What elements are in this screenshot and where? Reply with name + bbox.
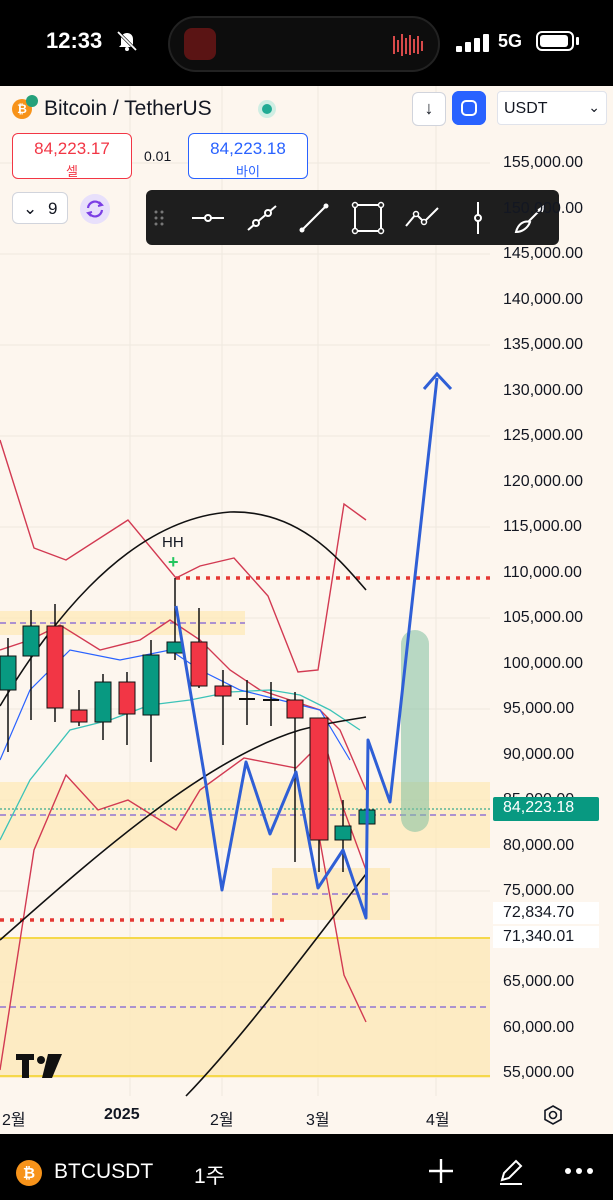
time-tick: 2월 [2, 1112, 26, 1129]
bell-muted-icon [116, 30, 138, 52]
grid-lines [0, 86, 490, 1096]
app-icon [184, 28, 216, 60]
sell-label: 셀 [66, 164, 78, 179]
ma-black [0, 511, 367, 1097]
sell-button[interactable]: 84,223.17 셀 [12, 133, 132, 179]
level-tag: 72,834.70 [493, 902, 599, 924]
lower-zone [0, 938, 490, 1078]
bitcoin-icon: ₿ [12, 95, 38, 119]
price-tick: 115,000.00 [503, 518, 582, 535]
ray-icon[interactable] [244, 200, 280, 236]
sync-button[interactable] [452, 91, 486, 125]
symbol-title[interactable]: Bitcoin / TetherUS [44, 97, 212, 120]
time-tick: 2025 [104, 1106, 140, 1123]
vertical-line-icon[interactable] [460, 200, 496, 236]
time-tick: 4월 [426, 1112, 450, 1129]
price-tick: 150,000.00 [503, 200, 584, 217]
price-tick: 135,000.00 [503, 336, 584, 353]
status-bar: 12:33 5G [0, 0, 613, 86]
audio-wave-icon [393, 34, 423, 56]
indicators-toggle[interactable]: ⌄ 9 [12, 192, 68, 224]
currency-value: USDT [504, 100, 548, 117]
price-tick: 145,000.00 [503, 245, 584, 262]
bitcoin-icon: ₿ [16, 1160, 42, 1186]
clock: 12:33 [46, 28, 103, 53]
price-tick: 60,000.00 [503, 1019, 575, 1036]
price-tick: 90,000.00 [503, 746, 575, 763]
price-tick: 65,000.00 [503, 973, 575, 990]
projection-arrowhead [422, 371, 453, 391]
currency-select[interactable]: USDT ⌄ [497, 91, 607, 125]
buy-price: 84,223.18 [210, 139, 286, 158]
price-tick: 140,000.00 [503, 291, 584, 308]
price-tick: 55,000.00 [503, 1064, 575, 1081]
target-box [401, 630, 429, 832]
price-tick: 130,000.00 [503, 382, 584, 399]
sell-price: 84,223.17 [34, 139, 110, 158]
small-zone [272, 868, 390, 920]
buy-button[interactable]: 84,223.18 바이 [188, 133, 308, 179]
dynamic-island[interactable] [168, 16, 440, 72]
refresh-icon[interactable] [80, 194, 110, 224]
rectangle-icon[interactable] [350, 200, 386, 236]
price-tick: 100,000.00 [503, 655, 584, 672]
gear-icon[interactable] [542, 1104, 564, 1126]
candles [0, 578, 376, 872]
time-tick: 3월 [306, 1112, 330, 1129]
chart-area[interactable]: HH + [0, 86, 613, 1134]
battery-icon [536, 31, 574, 51]
ma-cyan [0, 689, 361, 841]
path-icon[interactable] [404, 200, 440, 236]
more-icon[interactable] [564, 1166, 594, 1176]
spread-value: 0.01 [144, 148, 172, 164]
chevron-down-icon: ⌄ [23, 199, 38, 218]
interval-button[interactable]: 1주 [194, 1165, 225, 1188]
hh-label: HH [162, 534, 184, 551]
midlines [0, 622, 490, 1008]
price-tick: 155,000.00 [503, 154, 584, 171]
horizontal-line-icon[interactable] [190, 200, 226, 236]
network-type: 5G [498, 31, 523, 51]
price-tick: 95,000.00 [503, 700, 575, 717]
current-price-tag: 84,223.18 [493, 797, 599, 821]
drawing-toolbar[interactable] [146, 190, 559, 245]
chart-canvas[interactable] [0, 86, 613, 1134]
price-tick: 75,000.00 [503, 882, 575, 899]
pen-icon[interactable] [496, 1156, 526, 1186]
price-tick: 80,000.00 [503, 837, 575, 854]
time-tick: 2월 [210, 1112, 234, 1129]
symbol-button[interactable]: BTCUSDT [54, 1160, 154, 1183]
drag-handle-icon[interactable] [150, 200, 170, 236]
hh-marker: + [168, 552, 179, 572]
chevron-down-icon: ⌄ [588, 99, 600, 115]
plus-icon[interactable] [426, 1156, 456, 1186]
download-button[interactable]: ↓ [412, 92, 446, 126]
symbol-header[interactable]: ₿ Bitcoin / TetherUS [12, 95, 212, 122]
cellular-signal-icon [456, 34, 489, 52]
projection-path [174, 377, 439, 920]
trend-line-icon[interactable] [296, 200, 332, 236]
buy-label: 바이 [236, 164, 260, 179]
price-tick: 105,000.00 [503, 609, 584, 626]
indicator-count: 9 [47, 199, 58, 218]
brush-icon[interactable] [512, 200, 548, 236]
price-tick: 125,000.00 [503, 427, 584, 444]
tradingview-logo [16, 1054, 62, 1078]
price-tick: 120,000.00 [503, 473, 584, 490]
level-tag: 71,340.01 [493, 926, 599, 948]
price-tick: 110,000.00 [503, 564, 582, 581]
market-open-icon [258, 100, 276, 118]
battery-tip [576, 37, 579, 45]
